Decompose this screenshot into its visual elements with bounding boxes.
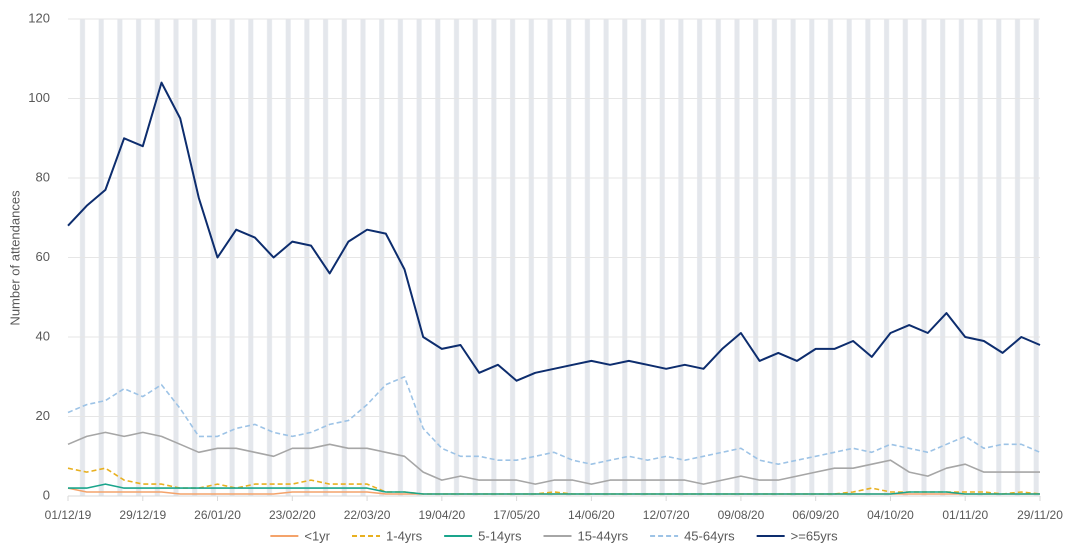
y-tick-label: 40 xyxy=(36,328,50,343)
legend-label: >=65yrs xyxy=(791,528,838,543)
x-tick-label: 01/12/19 xyxy=(45,508,92,522)
y-tick-label: 60 xyxy=(36,249,50,264)
series-line xyxy=(67,467,1041,495)
x-tick-label: 14/06/20 xyxy=(568,508,615,522)
x-tick-label: 19/04/20 xyxy=(418,508,465,522)
x-tick-label: 01/11/20 xyxy=(942,508,988,522)
x-tick-label: 29/11/20 xyxy=(1017,508,1063,522)
legend-label: 5-14yrs xyxy=(478,528,522,543)
series-line xyxy=(67,431,1040,485)
legend-label: <1yr xyxy=(304,528,330,543)
x-tick-label: 22/03/20 xyxy=(344,508,391,522)
x-tick-label: 29/12/19 xyxy=(119,508,166,522)
series-line xyxy=(67,81,1041,382)
y-tick-label: 80 xyxy=(36,169,50,184)
legend-label: 15-44yrs xyxy=(578,528,629,543)
x-tick-label: 26/01/20 xyxy=(194,508,241,522)
y-tick-label: 0 xyxy=(43,487,50,502)
y-tick-label: 120 xyxy=(28,10,50,25)
legend-label: 45-64yrs xyxy=(684,528,735,543)
y-axis-label: Number of attendances xyxy=(7,190,22,326)
y-tick-label: 100 xyxy=(28,90,50,105)
series-line xyxy=(68,483,1040,495)
x-tick-label: 12/07/20 xyxy=(643,508,690,522)
y-tick-label: 20 xyxy=(36,408,50,423)
x-tick-label: 06/09/20 xyxy=(792,508,839,522)
x-tick-label: 09/08/20 xyxy=(718,508,765,522)
x-tick-label: 17/05/20 xyxy=(493,508,540,522)
legend-label: 1-4yrs xyxy=(386,528,423,543)
series-line xyxy=(67,375,1041,466)
x-tick-label: 04/10/20 xyxy=(867,508,914,522)
x-tick-label: 23/02/20 xyxy=(269,508,316,522)
